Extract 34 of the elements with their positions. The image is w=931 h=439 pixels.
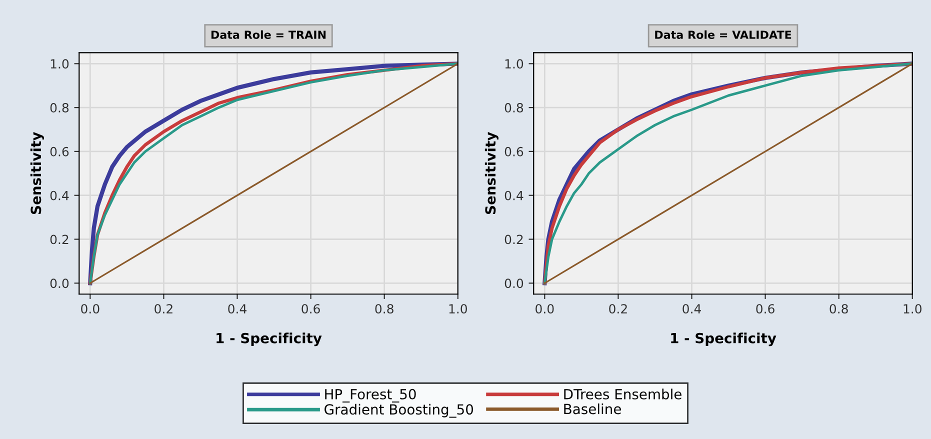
- x-tick-label: 0.0: [536, 304, 554, 314]
- chart-title: Data Role = TRAIN: [211, 30, 326, 39]
- y-axis-title: Sensitivity: [484, 132, 498, 214]
- x-tick-label: 0.6: [302, 304, 320, 314]
- x-tick-label: 1.0: [904, 304, 922, 314]
- y-tick-label: 1.0: [505, 59, 524, 69]
- x-tick-label: 0.4: [228, 304, 246, 314]
- x-tick-label: 0.8: [830, 304, 848, 314]
- x-tick-label: 0.2: [154, 304, 172, 314]
- y-tick-label: 0.6: [504, 146, 524, 156]
- x-axis-title: 1 - Specificity: [671, 332, 776, 346]
- legend-label: Baseline: [564, 404, 621, 414]
- y-tick-label: 1.0: [50, 59, 69, 69]
- y-tick-label: 0.0: [504, 278, 524, 288]
- x-tick-label: 0.0: [81, 304, 100, 314]
- chart-title: Data Role = VALIDATE: [655, 30, 792, 39]
- x-tick-label: 0.6: [756, 304, 774, 314]
- legend-label: Gradient Boosting_50: [324, 404, 474, 418]
- x-tick-label: 1.0: [449, 304, 467, 314]
- legend-label: HP_Forest_50: [325, 388, 416, 403]
- y-tick-label: 0.6: [50, 146, 69, 156]
- x-tick-label: 0.8: [375, 304, 394, 314]
- y-tick-label: 0.0: [50, 278, 69, 288]
- y-axis-title: Sensitivity: [30, 132, 44, 214]
- y-tick-label: 0.4: [50, 190, 69, 200]
- x-axis-title: 1 - Specificity: [216, 332, 322, 346]
- x-tick-label: 0.2: [609, 304, 627, 314]
- x-tick-label: 0.4: [682, 304, 701, 314]
- y-tick-label: 0.2: [504, 234, 523, 244]
- y-tick-label: 0.2: [50, 234, 68, 244]
- y-tick-label: 0.8: [504, 103, 524, 112]
- y-tick-label: 0.4: [504, 190, 524, 200]
- y-tick-label: 0.8: [50, 103, 69, 112]
- legend-label: DTrees Ensemble: [564, 388, 682, 400]
